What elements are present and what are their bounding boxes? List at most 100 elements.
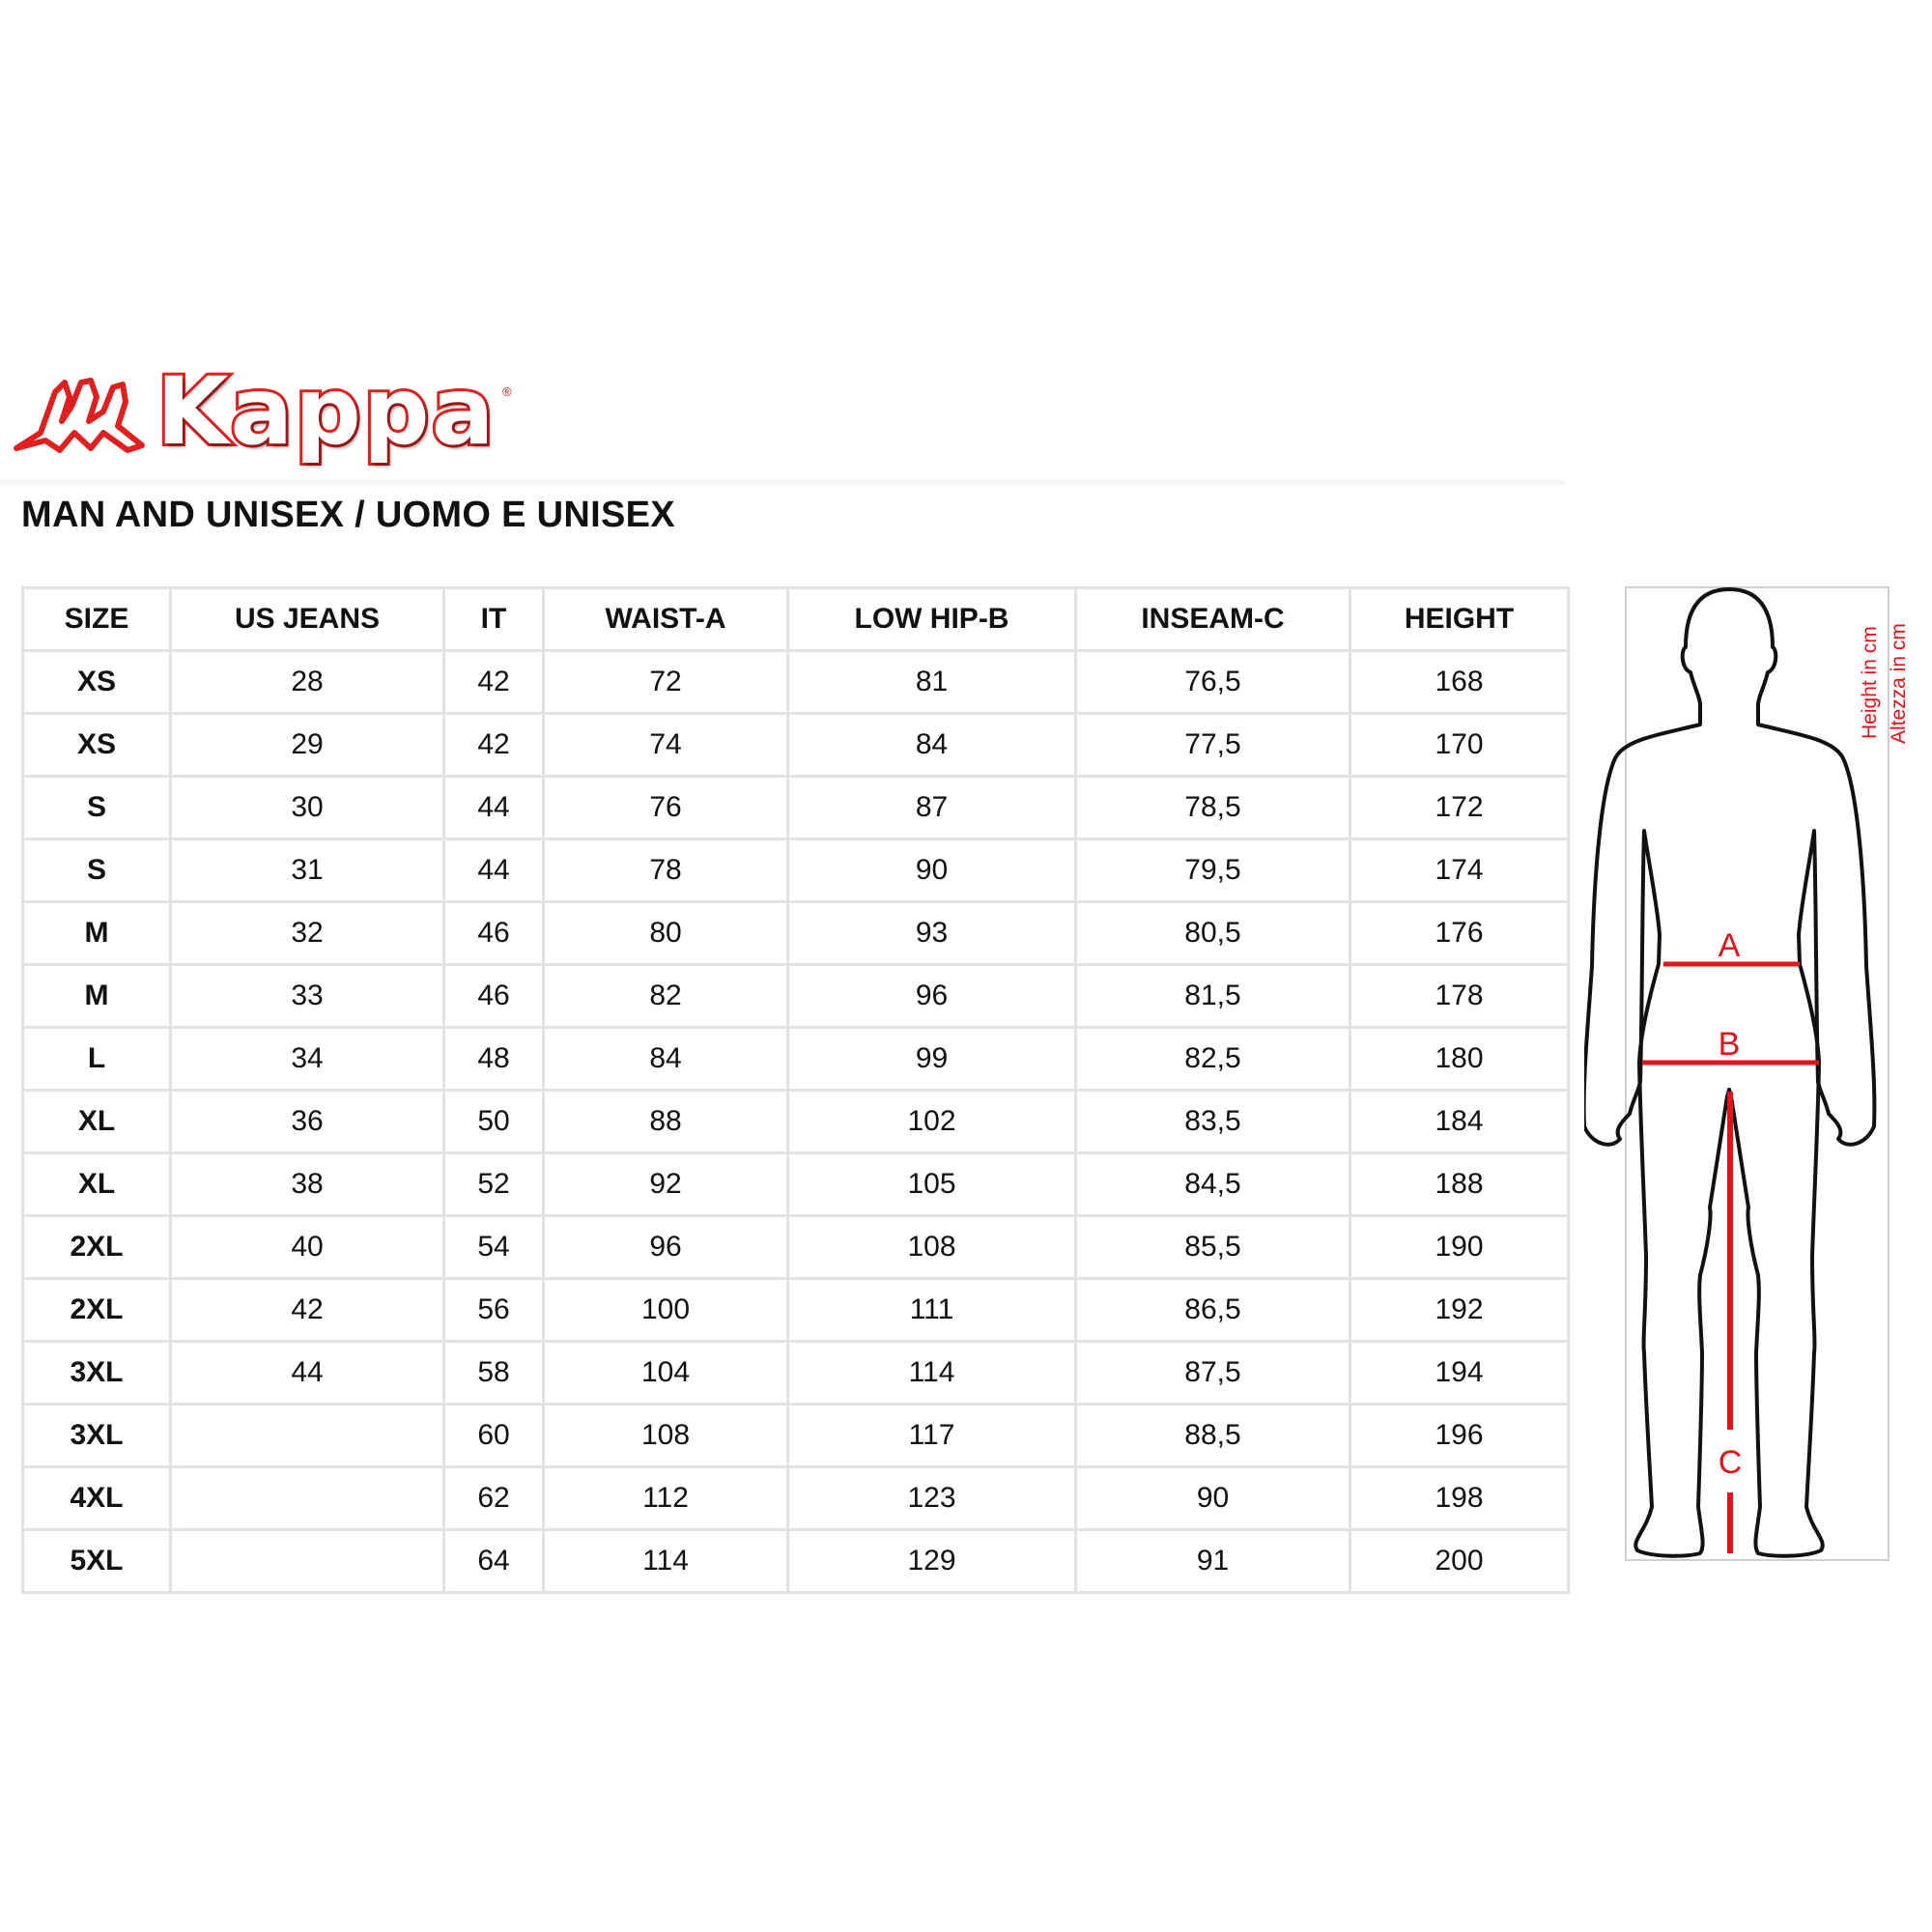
table-cell: 40 (169, 1214, 445, 1280)
table-cell: 93 (786, 900, 1077, 966)
size-cell: 3XL (21, 1403, 172, 1468)
table-cell: 46 (442, 900, 545, 966)
table-cell: 56 (442, 1277, 545, 1343)
table-cell: 30 (169, 775, 445, 840)
table-cell: 54 (442, 1214, 545, 1280)
table-cell: 194 (1349, 1340, 1570, 1406)
table-row: 4XL 62 112 123 90 198 (21, 1465, 1570, 1531)
body-measurement-figure: A B C Height in cm Altezza in cm (1581, 580, 1932, 1565)
table-cell: 79,5 (1074, 838, 1351, 903)
table-cell: 190 (1349, 1214, 1570, 1280)
table-cell: 90 (786, 838, 1077, 903)
table-cell: 42 (169, 1277, 445, 1343)
table-cell: 180 (1349, 1026, 1570, 1092)
table-row: S 31 44 78 90 79,5 174 (21, 838, 1570, 903)
size-table: SIZE US JEANS IT WAIST-A LOW HIP-B INSEAM-C HE… (21, 586, 1570, 1594)
table-row: XS 29 42 74 84 77,5 170 (21, 712, 1570, 778)
table-cell: 32 (169, 900, 445, 966)
table-cell: 48 (442, 1026, 545, 1092)
table-row: XL 38 52 92 105 84,5 188 (21, 1151, 1570, 1217)
table-cell: 81,5 (1074, 963, 1351, 1029)
column-header: IT (442, 586, 545, 652)
size-cell: 3XL (21, 1340, 172, 1406)
column-header: WAIST-A (542, 586, 789, 652)
table-cell: 72 (542, 649, 789, 715)
size-cell: 4XL (21, 1465, 172, 1531)
table-cell: 77,5 (1074, 712, 1351, 778)
table-row: 2XL 42 56 100 111 86,5 192 (21, 1277, 1570, 1343)
size-cell: XL (21, 1151, 172, 1217)
table-cell: 44 (442, 838, 545, 903)
label-c: C (1719, 1444, 1743, 1481)
table-cell: 44 (442, 775, 545, 840)
table-cell: 74 (542, 712, 789, 778)
table-cell: 108 (786, 1214, 1077, 1280)
table-row: 2XL 40 54 96 108 85,5 190 (21, 1214, 1570, 1280)
table-cell: 64 (442, 1528, 545, 1594)
table-cell: 192 (1349, 1277, 1570, 1343)
divider (0, 477, 1565, 487)
table-cell: 83,5 (1074, 1089, 1351, 1154)
size-cell: XS (21, 712, 172, 778)
table-cell: 80,5 (1074, 900, 1351, 966)
table-cell: 76 (542, 775, 789, 840)
table-cell: 42 (442, 712, 545, 778)
page-title: MAN AND UNISEX / UOMO E UNISEX (21, 495, 675, 535)
table-cell: 82 (542, 963, 789, 1029)
table-cell: 117 (786, 1403, 1077, 1468)
table-cell: 176 (1349, 900, 1570, 966)
table-cell: 198 (1349, 1465, 1570, 1531)
table-cell: 38 (169, 1151, 445, 1217)
table-cell: 36 (169, 1089, 445, 1154)
table-cell: 172 (1349, 775, 1570, 840)
table-cell: 58 (442, 1340, 545, 1406)
kappa-logo: Kappa ® (12, 355, 514, 469)
table-cell: 200 (1349, 1528, 1570, 1594)
table-cell: 42 (442, 649, 545, 715)
table-cell: 84 (786, 712, 1077, 778)
size-cell: 5XL (21, 1528, 172, 1594)
table-cell: 188 (1349, 1151, 1570, 1217)
table-cell: 92 (542, 1151, 789, 1217)
table-cell: 62 (442, 1465, 545, 1531)
table-row: 3XL 60 108 117 88,5 196 (21, 1403, 1570, 1468)
kappa-omini-icon (14, 378, 145, 453)
table-cell: 29 (169, 712, 445, 778)
table-cell: 81 (786, 649, 1077, 715)
table-cell: 184 (1349, 1089, 1570, 1154)
size-cell: M (21, 900, 172, 966)
table-cell: 80 (542, 900, 789, 966)
table-cell: 33 (169, 963, 445, 1029)
size-cell: 2XL (21, 1277, 172, 1343)
table-row: XS 28 42 72 81 76,5 168 (21, 649, 1570, 715)
table-cell: 168 (1349, 649, 1570, 715)
table-cell (169, 1528, 445, 1594)
body-outline-icon: A B C (1581, 586, 1889, 1561)
table-cell: 28 (169, 649, 445, 715)
table-cell: 50 (442, 1089, 545, 1154)
column-header: INSEAM-C (1074, 586, 1351, 652)
table-cell: 123 (786, 1465, 1077, 1531)
table-cell: 174 (1349, 838, 1570, 903)
table-cell: 112 (542, 1465, 789, 1531)
size-cell: L (21, 1026, 172, 1092)
table-header-row: SIZE US JEANS IT WAIST-A LOW HIP-B INSEAM-C HE… (21, 586, 1570, 652)
table-cell: 46 (442, 963, 545, 1029)
table-cell: 91 (1074, 1528, 1351, 1594)
label-b: B (1719, 1026, 1741, 1063)
size-cell: S (21, 838, 172, 903)
table-cell: 111 (786, 1277, 1077, 1343)
table-row: L 34 48 84 99 82,5 180 (21, 1026, 1570, 1092)
table-cell: 129 (786, 1528, 1077, 1594)
table-cell: 170 (1349, 712, 1570, 778)
logo-wordmark: Kappa (154, 355, 497, 469)
table-cell (169, 1403, 445, 1468)
table-cell: 90 (1074, 1465, 1351, 1531)
table-cell: 105 (786, 1151, 1077, 1217)
table-cell: 84 (542, 1026, 789, 1092)
table-cell: 102 (786, 1089, 1077, 1154)
table-cell: 104 (542, 1340, 789, 1406)
registered-mark: ® (502, 384, 512, 399)
table-cell: 82,5 (1074, 1026, 1351, 1092)
table-cell (169, 1465, 445, 1531)
